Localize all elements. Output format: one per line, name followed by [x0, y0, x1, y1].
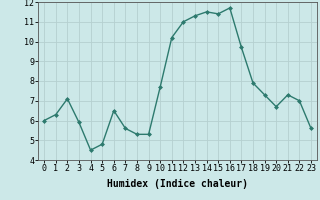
X-axis label: Humidex (Indice chaleur): Humidex (Indice chaleur): [107, 179, 248, 189]
